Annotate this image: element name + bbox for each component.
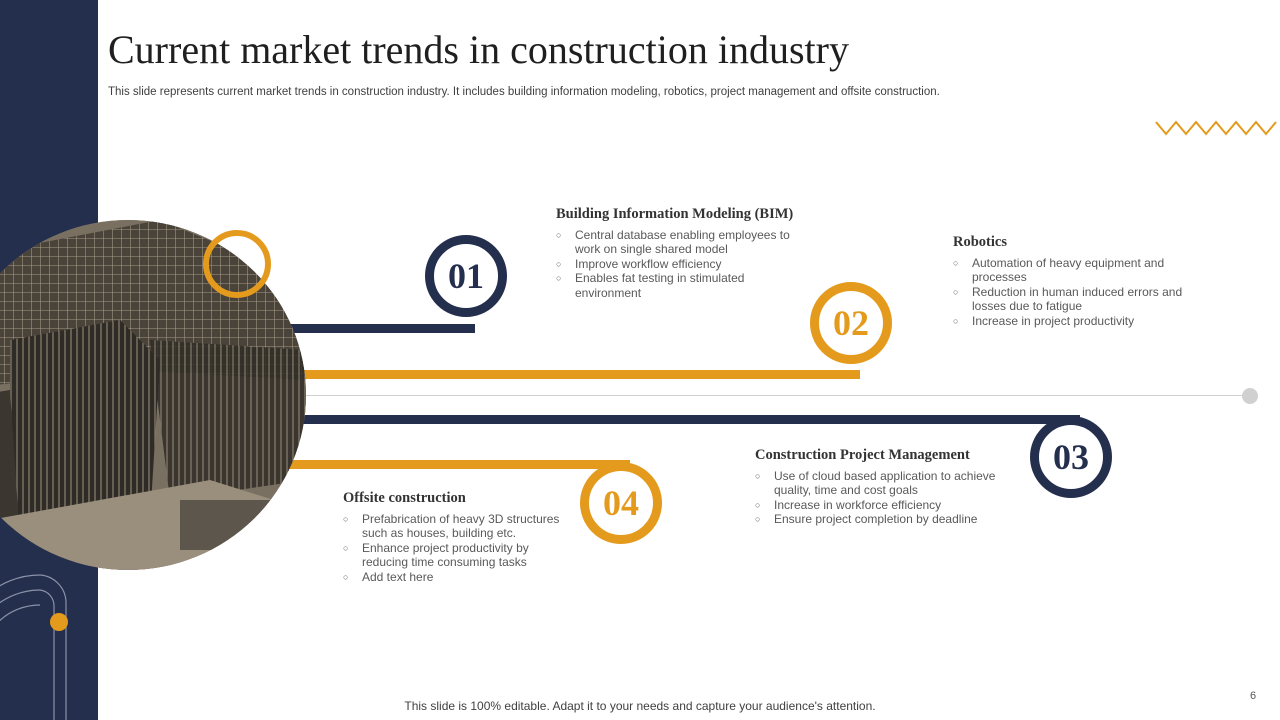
bullet-item: Enhance project productivity by reducing… (343, 541, 578, 570)
bullet-item: Prefabrication of heavy 3D structures su… (343, 512, 578, 541)
decorative-arcs (0, 574, 68, 720)
bullet-list: Use of cloud based application to achiev… (755, 469, 1005, 527)
step-circle-01: 01 (425, 235, 507, 317)
bullet-item: Increase in workforce efficiency (755, 498, 1005, 513)
bullet-list: Prefabrication of heavy 3D structures su… (343, 512, 578, 584)
bullet-list: Automation of heavy equipment and proces… (953, 256, 1203, 328)
section-title: Construction Project Management (755, 447, 970, 463)
decorative-dot (50, 613, 68, 631)
section-bim: Building Information Modeling (BIM) Cent… (556, 206, 796, 300)
step-circle-04: 04 (580, 462, 662, 544)
connector-bar-03 (285, 415, 1080, 424)
bullet-item: Add text here (343, 570, 578, 585)
section-title: Building Information Modeling (BIM) (556, 206, 794, 222)
bullet-item: Ensure project completion by deadline (755, 512, 1005, 527)
connector-bar-02 (285, 370, 860, 379)
section-title: Offsite construction (343, 490, 466, 506)
page-title: Current market trends in construction in… (108, 27, 849, 72)
section-robotics: Robotics Automation of heavy equipment a… (953, 234, 1203, 328)
footer-note: This slide is 100% editable. Adapt it to… (404, 699, 876, 713)
bullet-item: Improve workflow efficiency (556, 257, 796, 272)
page-number: 6 (1250, 690, 1257, 702)
section-offsite-construction: Offsite construction Prefabrication of h… (343, 490, 578, 584)
bullet-item: Use of cloud based application to achiev… (755, 469, 1005, 498)
page-subtitle: This slide represents current market tre… (108, 86, 940, 98)
bullet-item: Central database enabling employees to w… (556, 228, 796, 257)
bullet-list: Central database enabling employees to w… (556, 228, 796, 300)
bullet-item: Reduction in human induced errors and lo… (953, 285, 1203, 314)
connector-bar-04 (285, 460, 630, 469)
connector-bar-01 (285, 324, 475, 333)
step-circle-03: 03 (1030, 416, 1112, 498)
decorative-ring (203, 230, 271, 298)
timeline-end-dot (1242, 388, 1258, 404)
zigzag-decoration (1155, 120, 1277, 136)
bullet-item: Automation of heavy equipment and proces… (953, 256, 1203, 285)
step-circle-02: 02 (810, 282, 892, 364)
timeline-axis (300, 395, 1245, 396)
bullet-item: Increase in project productivity (953, 314, 1203, 329)
section-title: Robotics (953, 234, 1007, 250)
section-project-management: Construction Project Management Use of c… (755, 447, 1005, 527)
bullet-item: Enables fat testing in stimulated enviro… (556, 271, 796, 300)
